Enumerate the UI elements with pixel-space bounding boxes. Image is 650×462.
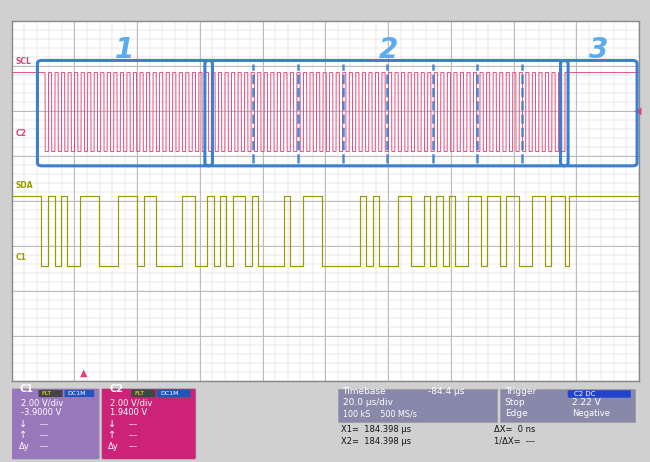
Text: ---: ---: [40, 420, 49, 430]
Text: -3.9000 V: -3.9000 V: [21, 408, 61, 417]
Text: C2: C2: [16, 129, 27, 138]
Text: Stop: Stop: [504, 398, 525, 407]
Text: SDA: SDA: [16, 181, 33, 190]
Text: ---: ---: [40, 431, 49, 440]
Text: ---: ---: [129, 420, 137, 430]
Text: DC1M: DC1M: [160, 391, 178, 396]
Text: 2.22 V: 2.22 V: [572, 398, 601, 407]
Text: X2=  184.398 μs: X2= 184.398 μs: [341, 437, 411, 446]
Text: Δy: Δy: [19, 442, 30, 451]
Text: C2 DC: C2 DC: [574, 390, 595, 396]
Text: C1: C1: [16, 253, 27, 262]
Text: FLT: FLT: [134, 391, 144, 396]
Text: 100 kS    500 MS/s: 100 kS 500 MS/s: [343, 410, 417, 419]
Text: DC1M: DC1M: [68, 391, 86, 396]
Text: Negative: Negative: [572, 409, 610, 418]
Text: ΔX=  0 ns: ΔX= 0 ns: [494, 425, 536, 434]
FancyBboxPatch shape: [101, 389, 196, 459]
Text: ↑: ↑: [108, 430, 116, 440]
Text: Δy: Δy: [108, 442, 119, 451]
Text: 2.00 V/div: 2.00 V/div: [110, 399, 152, 408]
Text: 1/ΔX=  ---: 1/ΔX= ---: [494, 437, 535, 446]
FancyBboxPatch shape: [157, 390, 190, 397]
Bar: [338, 389, 497, 422]
Text: Timebase: Timebase: [343, 387, 386, 396]
Text: C2: C2: [110, 383, 124, 394]
Text: C1: C1: [19, 383, 33, 394]
Text: ↑: ↑: [19, 430, 27, 440]
Bar: [500, 389, 635, 422]
Text: SCL: SCL: [16, 57, 31, 66]
Text: ▲: ▲: [80, 368, 88, 377]
FancyBboxPatch shape: [64, 390, 94, 397]
Text: X1=  184.398 μs: X1= 184.398 μs: [341, 425, 411, 434]
Text: ---: ---: [129, 442, 137, 451]
Text: ---: ---: [40, 442, 49, 451]
Text: ◀: ◀: [634, 106, 642, 116]
Text: -84.4 μs: -84.4 μs: [428, 387, 465, 396]
Text: 3: 3: [588, 36, 608, 64]
Text: 20.0 μs/div: 20.0 μs/div: [343, 398, 393, 407]
FancyBboxPatch shape: [567, 390, 630, 398]
Text: Edge: Edge: [504, 409, 527, 418]
Text: ↓: ↓: [19, 419, 27, 430]
FancyBboxPatch shape: [11, 389, 99, 459]
Text: ↓: ↓: [108, 419, 116, 430]
Text: FLT: FLT: [42, 391, 51, 396]
FancyBboxPatch shape: [131, 390, 155, 397]
Text: 1: 1: [115, 36, 135, 64]
FancyBboxPatch shape: [38, 390, 62, 397]
Text: ---: ---: [129, 431, 137, 440]
Text: 2: 2: [378, 36, 398, 64]
Text: Trigger: Trigger: [504, 387, 536, 396]
Text: 1.9400 V: 1.9400 V: [110, 408, 147, 417]
Text: 2.00 V/div: 2.00 V/div: [21, 399, 63, 408]
